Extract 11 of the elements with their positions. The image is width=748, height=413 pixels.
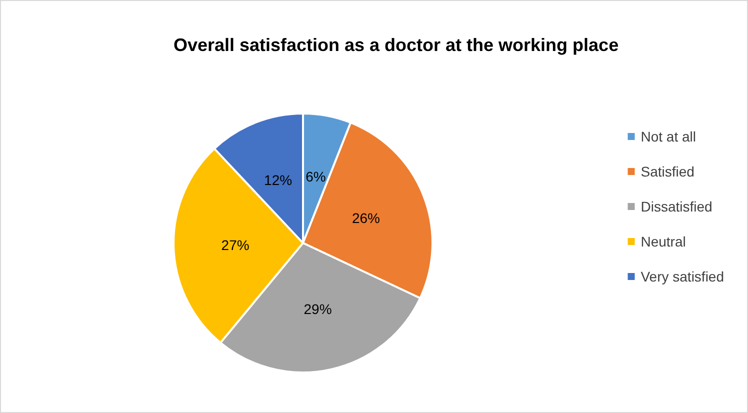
data-label: 27% [221,237,250,254]
data-label: 26% [352,210,380,226]
legend-label: Not at all [640,128,696,144]
data-label: 6% [306,168,326,184]
data-label: 29% [304,301,332,318]
legend-label: Very satisfied [640,268,724,284]
legend-label: Satisfied [640,164,694,180]
legend-label: Neutral [640,234,686,250]
legend-label: Dissatisfied [640,198,712,214]
data-label: 12% [264,172,292,188]
chart-title: Overall satisfaction as a doctor at the working place [173,35,619,55]
